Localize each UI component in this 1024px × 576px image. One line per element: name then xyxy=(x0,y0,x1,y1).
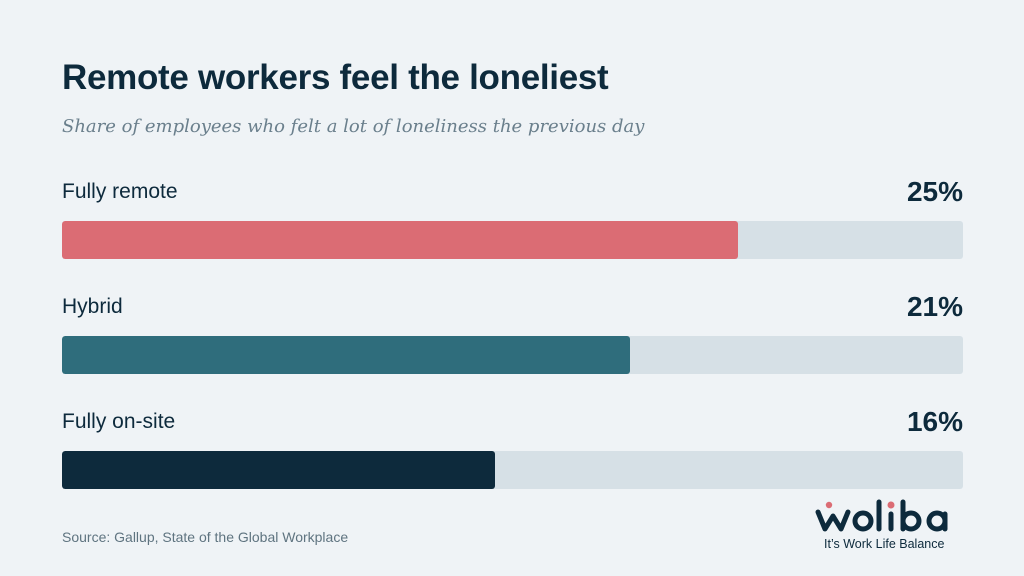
chart-title: Remote workers feel the loneliest xyxy=(62,58,609,97)
chart-subtitle: Share of employees who felt a lot of lon… xyxy=(62,116,645,137)
woliba-wordmark-logo xyxy=(815,499,948,532)
bar-track xyxy=(62,221,963,259)
bar-row: Hybrid 21% xyxy=(62,291,963,375)
bar-row: Fully remote 25% xyxy=(62,176,963,260)
bar-value-label: 25% xyxy=(906,176,963,207)
bar xyxy=(62,221,738,259)
bar xyxy=(62,451,495,489)
bar-label: Fully on-site xyxy=(62,410,176,433)
bar-value-label: 21% xyxy=(906,291,963,322)
bar-track xyxy=(62,336,963,374)
bar xyxy=(62,336,630,374)
source-note: Source: Gallup, State of the Global Work… xyxy=(62,529,349,545)
woliba-logo: It’s Work Life Balance xyxy=(814,496,964,556)
logo-tagline: It’s Work Life Balance xyxy=(824,537,945,551)
bar-label: Hybrid xyxy=(62,295,123,318)
bar-row: Fully on-site 16% xyxy=(62,406,963,490)
bar-track xyxy=(62,451,963,489)
bar-label: Fully remote xyxy=(62,180,178,203)
bar-value-label: 16% xyxy=(906,406,963,437)
